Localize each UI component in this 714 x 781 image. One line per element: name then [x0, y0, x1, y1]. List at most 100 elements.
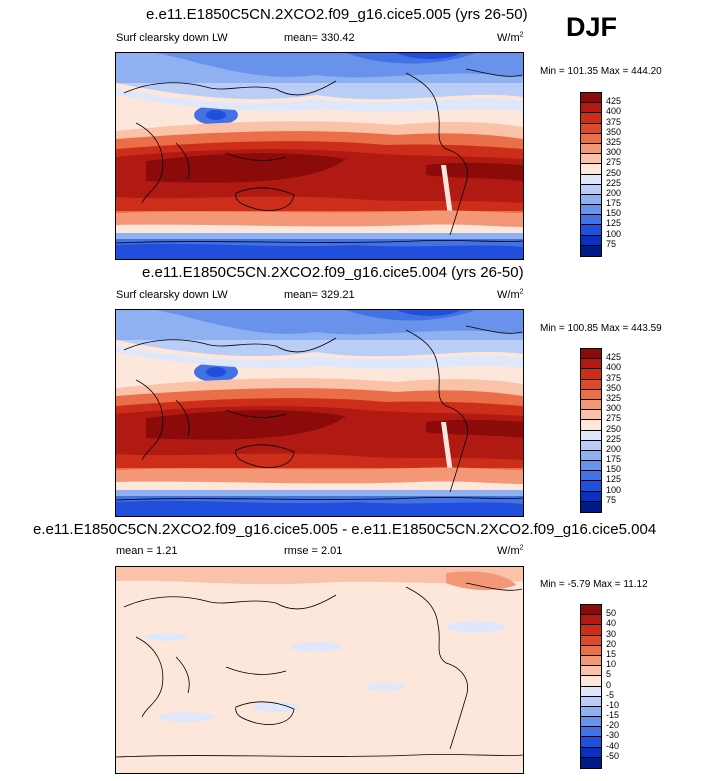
colorbar-tick-label: 225: [606, 433, 622, 444]
season-label: DJF: [566, 12, 618, 42]
colorbar-box: [581, 174, 601, 185]
colorbar-box: [581, 727, 601, 738]
colorbar-tick-label: 375: [606, 116, 622, 127]
colorbar-box: [581, 113, 601, 124]
panel-1-mean: mean= 330.42: [284, 32, 355, 44]
colorbar-tick-label: 250: [606, 167, 622, 178]
panel-3-minmax: Min = -5.79 Max = 11.12: [540, 579, 648, 590]
colorbar-box: [581, 686, 601, 697]
colorbar-tick-label: -30: [606, 730, 620, 741]
panel-1-units: W/m2: [497, 31, 524, 44]
colorbar-box: [581, 615, 601, 626]
colorbar-box: [581, 359, 601, 370]
colorbar-box: [581, 625, 601, 636]
colorbar-box: [581, 440, 601, 451]
panel-2-colorbar: [580, 348, 602, 513]
colorbar-box: [581, 369, 601, 380]
colorbar-tick-label: 200: [606, 443, 622, 454]
colorbar-tick-label: 0: [606, 679, 612, 690]
colorbar-tick-label: 325: [606, 392, 622, 403]
colorbar-tick-label: -50: [606, 750, 620, 761]
colorbar-box: [581, 93, 601, 104]
colorbar-box: [581, 184, 601, 195]
colorbar-tick-label: 200: [606, 187, 622, 198]
colorbar-box: [581, 133, 601, 144]
colorbar-tick-label: 40: [606, 618, 617, 629]
colorbar-tick-label: 400: [606, 106, 622, 117]
colorbar-tick-label: 100: [606, 228, 622, 239]
panel-3-title: e.e11.E1850C5CN.2XCO2.f09_g16.cice5.005 …: [33, 521, 657, 538]
colorbar-box: [581, 666, 601, 677]
colorbar-tick-label: 275: [606, 413, 622, 424]
colorbar-box: [581, 205, 601, 216]
colorbar-box: [581, 194, 601, 206]
colorbar-box: [581, 399, 601, 411]
colorbar-tick-label: 20: [606, 638, 617, 649]
colorbar-tick-label: -40: [606, 740, 620, 751]
panel-3-colorbar: [580, 604, 602, 769]
colorbar-box: [581, 143, 601, 155]
colorbar-tick-label: 30: [606, 628, 617, 639]
panel-2-units: W/m2: [497, 288, 524, 301]
panel-3-units: W/m2: [497, 544, 524, 557]
colorbar-tick-label: 15: [606, 648, 617, 659]
colorbar-box: [581, 430, 601, 441]
colorbar-box: [581, 349, 601, 360]
colorbar-box: [581, 410, 601, 421]
colorbar-box: [581, 235, 601, 246]
colorbar-tick-label: -20: [606, 720, 620, 731]
colorbar-tick-label: -5: [606, 689, 615, 700]
colorbar-box: [581, 696, 601, 707]
panel-3-map: [115, 566, 524, 774]
colorbar-tick-label: 150: [606, 464, 622, 475]
colorbar-tick-label: 125: [606, 218, 622, 229]
colorbar-tick-label: 150: [606, 208, 622, 219]
colorbar-box: [581, 154, 601, 165]
panel-2-mean: mean= 329.21: [284, 289, 355, 301]
colorbar-box: [581, 655, 601, 667]
colorbar-tick-label: 350: [606, 382, 622, 393]
colorbar-tick-label: 250: [606, 423, 622, 434]
colorbar-tick-label: 100: [606, 484, 622, 495]
colorbar-box: [581, 757, 601, 768]
colorbar-box: [581, 245, 601, 256]
colorbar-box: [581, 706, 601, 718]
colorbar-box: [581, 645, 601, 656]
colorbar-tick-label: 75: [606, 238, 617, 249]
colorbar-tick-label: 425: [606, 96, 622, 107]
colorbar-tick-label: 75: [606, 494, 617, 505]
panel-1-map: [115, 52, 524, 260]
panel-1-field: [116, 53, 523, 259]
colorbar-box: [581, 225, 601, 236]
colorbar-tick-label: -10: [606, 699, 620, 710]
colorbar-tick-label: 175: [606, 198, 622, 209]
colorbar-tick-label: 125: [606, 474, 622, 485]
panel-1-title: e.e11.E1850C5CN.2XCO2.f09_g16.cice5.005 …: [146, 6, 528, 23]
colorbar-tick-label: 10: [606, 659, 617, 670]
panel-2-field: [116, 310, 523, 516]
colorbar-tick-label: 425: [606, 352, 622, 363]
colorbar-box: [581, 491, 601, 502]
colorbar-box: [581, 123, 601, 134]
colorbar-box: [581, 501, 601, 512]
colorbar-box: [581, 471, 601, 482]
colorbar-box: [581, 215, 601, 226]
colorbar-box: [581, 481, 601, 492]
panel-1-colorbar: [580, 92, 602, 257]
panel-1-variable-label: Surf clearsky down LW: [116, 32, 228, 44]
colorbar-box: [581, 676, 601, 687]
colorbar-box: [581, 420, 601, 431]
colorbar-box: [581, 379, 601, 390]
panel-2-map: [115, 309, 524, 517]
colorbar-tick-label: -15: [606, 710, 620, 721]
colorbar-tick-label: 5: [606, 669, 612, 680]
colorbar-box: [581, 450, 601, 462]
colorbar-tick-label: 375: [606, 372, 622, 383]
colorbar-box: [581, 461, 601, 472]
panel-2-minmax: Min = 100.85 Max = 443.59: [540, 323, 662, 334]
colorbar-tick-label: 275: [606, 157, 622, 168]
colorbar-tick-label: 175: [606, 454, 622, 465]
colorbar-box: [581, 103, 601, 114]
panel-2-variable-label: Surf clearsky down LW: [116, 289, 228, 301]
panel-3-mean: mean = 1.21: [116, 545, 178, 557]
